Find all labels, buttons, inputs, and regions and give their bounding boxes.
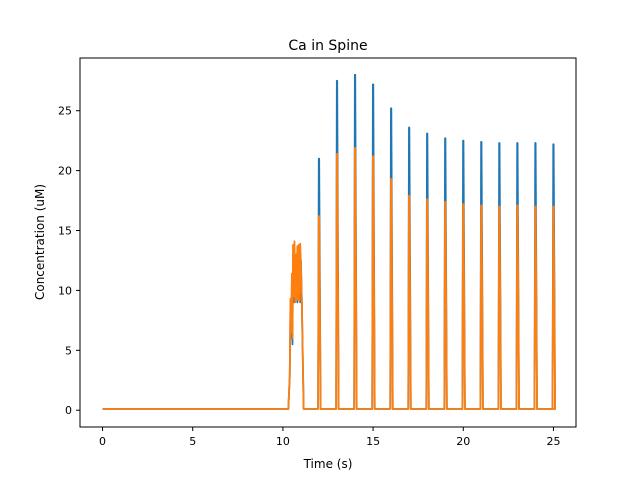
x-tick-label: 10: [276, 435, 290, 448]
x-tick-label: 15: [366, 435, 380, 448]
y-tick-label: 0: [65, 404, 72, 417]
x-tick-label: 0: [99, 435, 106, 448]
x-tick-label: 25: [546, 435, 560, 448]
y-tick-label: 20: [58, 165, 72, 178]
y-axis-ticks: 0 5 10 15 20 25: [58, 105, 80, 417]
series-line-2: [102, 146, 556, 410]
y-tick-label: 5: [65, 344, 72, 357]
x-axis-label: Time (s): [303, 457, 353, 471]
y-tick-label: 10: [58, 284, 72, 297]
x-tick-label: 5: [189, 435, 196, 448]
plot-lines: [102, 73, 556, 410]
axes-frame: [79, 57, 577, 428]
y-tick-label: 25: [58, 105, 72, 118]
x-tick-label: 20: [456, 435, 470, 448]
y-tick-label: 15: [58, 225, 72, 238]
y-axis-label: Concentration (uM): [33, 184, 47, 300]
x-axis-ticks: 0 5 10 15 20 25: [99, 427, 560, 448]
chart-title: Ca in Spine: [288, 38, 367, 54]
